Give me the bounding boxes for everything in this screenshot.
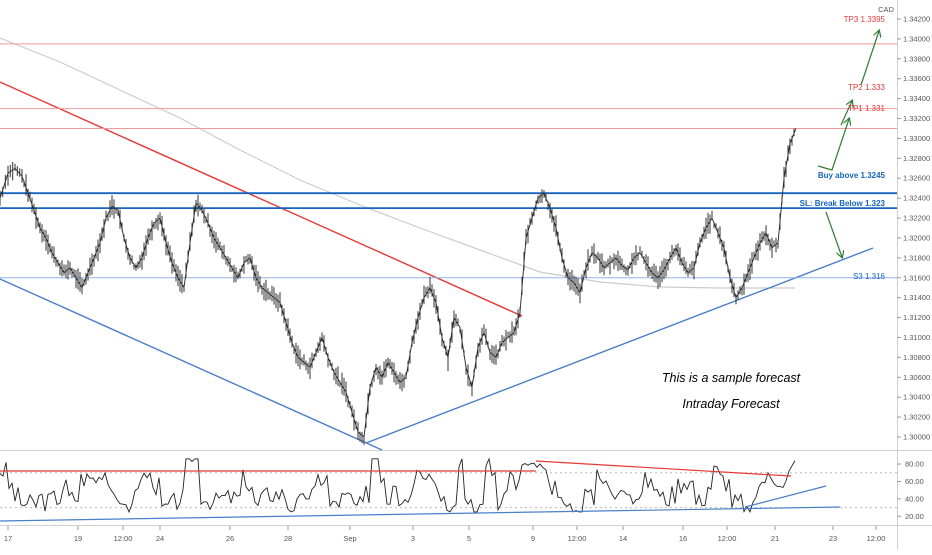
- oscillator-support-line: [0, 506, 841, 522]
- price-axis-tick-label: 1.32000: [903, 233, 930, 242]
- forecast-arrows-layer: [817, 31, 879, 257]
- time-axis-tick-label: Sep: [343, 534, 356, 543]
- price-axis-tick-label: 1.33800: [903, 54, 930, 63]
- price-axis-tick-label: 1.33600: [903, 74, 930, 83]
- moving-average-line: [0, 37, 795, 289]
- time-axis-tick-label: 12:00: [867, 534, 886, 543]
- price-axis-tick-label: 1.31600: [903, 273, 930, 282]
- price-axis-tick-label: 1.30000: [903, 433, 930, 442]
- time-axis-tick-label: 14: [619, 534, 627, 543]
- price-axis-tick-label: 1.34000: [903, 34, 930, 43]
- annotation-sample-forecast: This is a sample forecast: [662, 371, 801, 385]
- oscillator-axis-tick-label: 80.00: [905, 460, 924, 469]
- time-axis-tick-label: 12:00: [114, 534, 133, 543]
- level-labels-layer: TP3 1.3395 TP2 1.333 TP1 1.331 Buy above 1.…: [800, 15, 886, 281]
- time-axis-tick-label: 3: [411, 534, 415, 543]
- price-axis-tick-label: 1.31000: [903, 333, 930, 342]
- price-axis-tick-label: 1.30400: [903, 393, 930, 402]
- level-label-2: TP1 1.331: [848, 104, 885, 113]
- time-axis-tick-label: 5: [467, 534, 471, 543]
- time-axis-tick-label: 9: [531, 534, 535, 543]
- time-axis[interactable]: 17 19 12:00 24 26 28 Sep 3 5 9 12:00 14 16 12:00 21 23 1…: [4, 526, 886, 543]
- price-candles-layer: [0, 128, 797, 445]
- forecast-arrow-tp1: [817, 119, 849, 171]
- time-axis-tick-label: 12:00: [718, 534, 737, 543]
- moving-average-layer: [0, 37, 795, 289]
- price-axis-tick-label: 1.30200: [903, 413, 930, 422]
- oscillator-layer: [0, 457, 897, 522]
- price-axis-tick-label: 1.31400: [903, 293, 930, 302]
- oscillator-axis-tick-label: 20.00: [905, 512, 924, 521]
- time-axis-tick-label: 16: [679, 534, 687, 543]
- time-axis-tick-label: 21: [771, 534, 779, 543]
- oscillator-ascending-support: [744, 485, 827, 508]
- price-axis-tick-label: 1.33400: [903, 94, 930, 103]
- price-axis-tick-label: 1.31200: [903, 313, 930, 322]
- time-axis-tick-label: 24: [156, 534, 164, 543]
- price-axis[interactable]: 1.34200 1.34000 1.33800 1.33600 1.33400 1.332…: [897, 15, 930, 442]
- time-axis-tick-label: 28: [284, 534, 292, 543]
- level-label-4: SL: Break Below 1.323: [800, 199, 886, 208]
- price-axis-tick-label: 1.32800: [903, 154, 930, 163]
- time-axis-tick-label: 26: [226, 534, 234, 543]
- forecast-arrow-tp2: [840, 101, 852, 126]
- trendline-layer: [0, 81, 874, 451]
- price-axis-tick-label: 1.31800: [903, 253, 930, 262]
- oscillator-axis: 80.00 60.00 40.00 20.00: [897, 460, 924, 521]
- price-axis-tick-label: 1.33200: [903, 114, 930, 123]
- currency-label: CAD: [878, 5, 894, 14]
- price-axis-tick-label: 1.34200: [903, 15, 930, 24]
- price-axis-tick-label: 1.32400: [903, 194, 930, 203]
- price-axis-tick-label: 1.30600: [903, 373, 930, 382]
- level-label-3: Buy above 1.3245: [818, 171, 886, 180]
- forecast-arrow-tp3: [860, 31, 879, 86]
- descending-resistance-trendline: [0, 81, 523, 317]
- time-axis-tick-label: 23: [829, 534, 837, 543]
- level-label-1: TP2 1.333: [848, 83, 885, 92]
- price-axis-tick-label: 1.33000: [903, 134, 930, 143]
- oscillator-line: [0, 457, 796, 514]
- time-axis-tick-label: 19: [74, 534, 82, 543]
- time-axis-tick-label: 17: [4, 534, 12, 543]
- descending-support-trendline: [0, 278, 383, 451]
- price-axis-tick-label: 1.32200: [903, 214, 930, 223]
- oscillator-axis-tick-label: 40.00: [905, 494, 924, 503]
- annotation-intraday-forecast: Intraday Forecast: [682, 397, 780, 411]
- forecast-arrow-stop-loss: [825, 211, 842, 257]
- ascending-support-trendline: [365, 247, 874, 444]
- time-axis-tick-label: 12:00: [568, 534, 587, 543]
- level-label-0: TP3 1.3395: [844, 15, 886, 24]
- price-axis-tick-label: 1.30800: [903, 353, 930, 362]
- oscillator-axis-tick-label: 60.00: [905, 477, 924, 486]
- price-axis-tick-label: 1.32600: [903, 174, 930, 183]
- oscillator-descending-resistance: [535, 460, 792, 477]
- level-label-5: S3 1.316: [853, 272, 886, 281]
